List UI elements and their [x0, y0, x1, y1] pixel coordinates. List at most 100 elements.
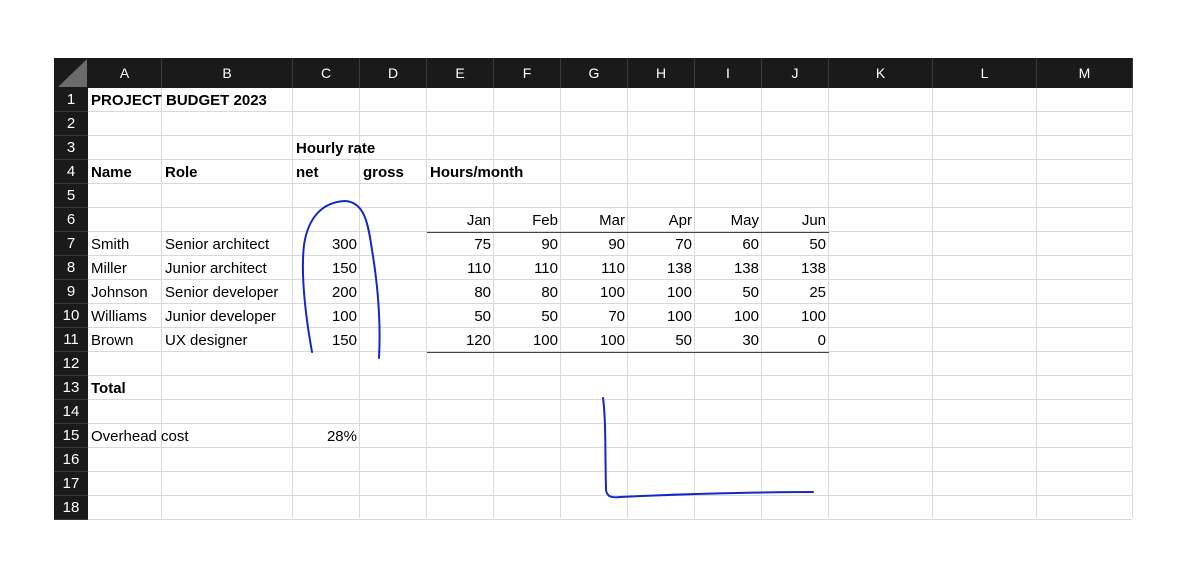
row-header-17[interactable]: 17 — [54, 472, 88, 496]
table-bottom-rule — [427, 352, 829, 353]
hours-cell[interactable]: 90 — [541, 236, 558, 253]
hours-cell[interactable]: 80 — [541, 284, 558, 301]
gross-header[interactable]: gross — [363, 164, 404, 181]
month-header[interactable]: Apr — [668, 212, 692, 229]
hours-cell[interactable]: 138 — [666, 260, 692, 277]
hours-cell[interactable]: 110 — [601, 260, 625, 277]
row-gridline — [88, 111, 1132, 112]
hours-cell[interactable]: 100 — [599, 284, 625, 301]
row-header-1[interactable]: 1 — [54, 88, 88, 112]
column-header-g[interactable]: G — [561, 58, 628, 88]
row-header-16[interactable]: 16 — [54, 448, 88, 472]
row-header-2[interactable]: 2 — [54, 112, 88, 136]
overhead-label[interactable]: Overhead cost — [91, 428, 189, 445]
hours-cell[interactable]: 138 — [800, 260, 826, 277]
column-header-a[interactable]: A — [88, 58, 162, 88]
hourly-rate-header[interactable]: Hourly rate — [296, 140, 376, 157]
hours-cell[interactable]: 50 — [742, 284, 759, 301]
net-rate-cell[interactable]: 300 — [331, 236, 357, 253]
hours-cell[interactable]: 50 — [541, 308, 558, 325]
person-name-cell[interactable]: Brown — [91, 332, 134, 349]
row-header-11[interactable]: 11 — [54, 328, 88, 352]
person-role-cell[interactable]: UX designer — [165, 332, 248, 349]
row-header-15[interactable]: 15 — [54, 424, 88, 448]
hours-cell[interactable]: 100 — [800, 308, 826, 325]
hours-cell[interactable]: 50 — [675, 332, 692, 349]
column-header-k[interactable]: K — [829, 58, 933, 88]
month-header[interactable]: Feb — [532, 212, 558, 229]
hours-cell[interactable]: 60 — [742, 236, 759, 253]
row-header-10[interactable]: 10 — [54, 304, 88, 328]
hours-cell[interactable]: 50 — [474, 308, 491, 325]
row-header-8[interactable]: 8 — [54, 256, 88, 280]
row-header-13[interactable]: 13 — [54, 376, 88, 400]
hours-cell[interactable]: 30 — [742, 332, 759, 349]
row-gridline — [88, 327, 1132, 328]
column-header-c[interactable]: C — [293, 58, 360, 88]
month-header[interactable]: Mar — [599, 212, 625, 229]
overhead-value[interactable]: 28% — [326, 428, 357, 445]
person-name-cell[interactable]: Miller — [91, 260, 127, 277]
net-rate-cell[interactable]: 200 — [331, 284, 357, 301]
net-rate-cell[interactable]: 150 — [331, 260, 357, 277]
row-header-14[interactable]: 14 — [54, 400, 88, 424]
hours-cell[interactable]: 138 — [733, 260, 759, 277]
person-name-cell[interactable]: Williams — [91, 308, 147, 325]
net-rate-cell[interactable]: 100 — [331, 308, 357, 325]
hours-cell[interactable]: 110 — [467, 260, 491, 277]
hours-cell[interactable]: 100 — [666, 308, 692, 325]
person-name-cell[interactable]: Smith — [91, 236, 130, 253]
row-header-12[interactable]: 12 — [54, 352, 88, 376]
person-role-cell[interactable]: Junior architect — [165, 260, 267, 277]
column-header-j[interactable]: J — [762, 58, 829, 88]
hours-cell[interactable]: 0 — [817, 332, 826, 349]
select-all-corner[interactable] — [54, 58, 88, 88]
hours-month-header[interactable]: Hours/month — [430, 164, 524, 181]
column-header-e[interactable]: E — [427, 58, 494, 88]
hours-cell[interactable]: 25 — [809, 284, 826, 301]
row-header-9[interactable]: 9 — [54, 280, 88, 304]
row-header-18[interactable]: 18 — [54, 496, 88, 520]
column-header-i[interactable]: I — [695, 58, 762, 88]
row-header-6[interactable]: 6 — [54, 208, 88, 232]
row-gridline — [88, 255, 1132, 256]
row-gridline — [88, 399, 1132, 400]
hours-cell[interactable]: 70 — [675, 236, 692, 253]
row-gridline — [88, 135, 1132, 136]
person-role-cell[interactable]: Senior developer — [165, 284, 279, 301]
column-header-l[interactable]: L — [933, 58, 1037, 88]
role-header[interactable]: Role — [165, 164, 198, 181]
column-header-d[interactable]: D — [360, 58, 427, 88]
row-header-5[interactable]: 5 — [54, 184, 88, 208]
hours-cell[interactable]: 90 — [608, 236, 625, 253]
hours-cell[interactable]: 80 — [474, 284, 491, 301]
hours-cell[interactable]: 120 — [465, 332, 491, 349]
hours-cell[interactable]: 110 — [534, 260, 558, 277]
month-header[interactable]: Jan — [466, 212, 491, 229]
month-header[interactable]: May — [730, 212, 759, 229]
net-header[interactable]: net — [296, 164, 319, 181]
title-cell[interactable]: PROJECT BUDGET 2023 — [91, 92, 267, 109]
column-header-h[interactable]: H — [628, 58, 695, 88]
name-header[interactable]: Name — [91, 164, 132, 181]
month-header[interactable]: Jun — [801, 212, 826, 229]
person-role-cell[interactable]: Senior architect — [165, 236, 270, 253]
hours-cell[interactable]: 100 — [532, 332, 558, 349]
row-header-7[interactable]: 7 — [54, 232, 88, 256]
net-rate-cell[interactable]: 150 — [331, 332, 357, 349]
row-header-3[interactable]: 3 — [54, 136, 88, 160]
column-header-f[interactable]: F — [494, 58, 561, 88]
person-role-cell[interactable]: Junior developer — [165, 308, 276, 325]
total-label[interactable]: Total — [91, 380, 126, 397]
hours-cell[interactable]: 100 — [599, 332, 625, 349]
hours-cell[interactable]: 75 — [474, 236, 491, 253]
column-header-b[interactable]: B — [162, 58, 293, 88]
hours-cell[interactable]: 70 — [608, 308, 625, 325]
hours-cell[interactable]: 100 — [733, 308, 759, 325]
row-header-4[interactable]: 4 — [54, 160, 88, 184]
hours-cell[interactable]: 100 — [666, 284, 692, 301]
person-name-cell[interactable]: Johnson — [91, 284, 148, 301]
hours-cell[interactable]: 50 — [809, 236, 826, 253]
column-header-m[interactable]: M — [1037, 58, 1133, 88]
